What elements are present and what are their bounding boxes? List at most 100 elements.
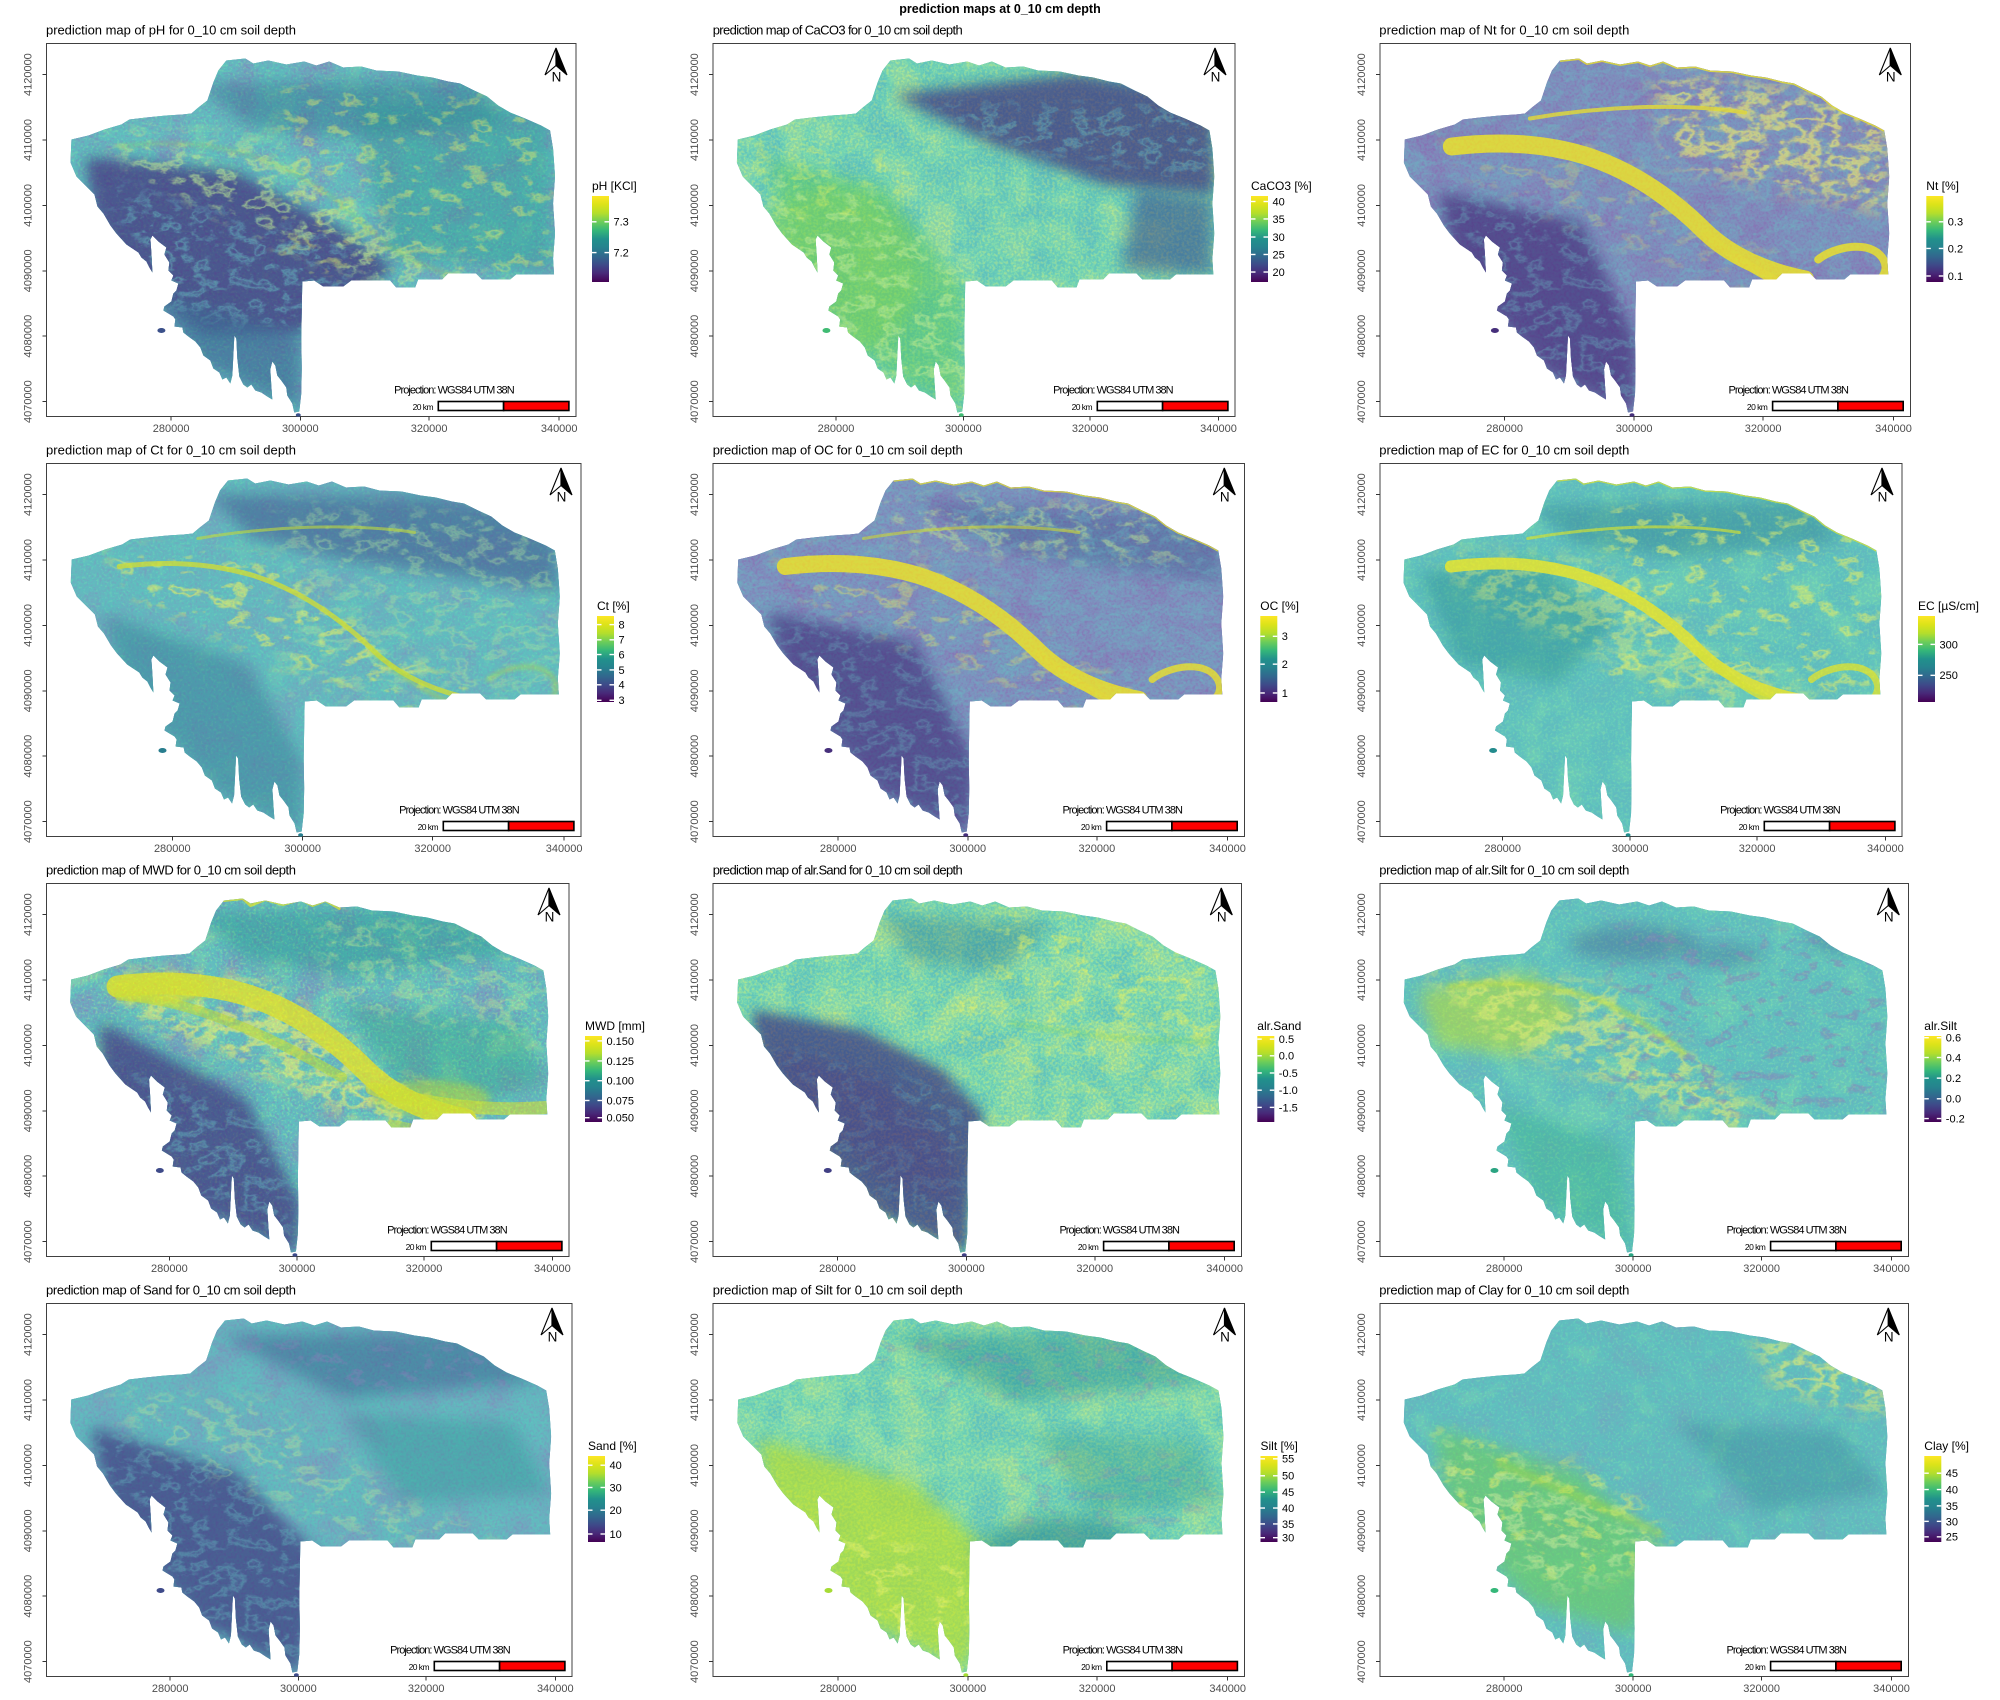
svg-text:320000: 320000 <box>1745 423 1782 435</box>
svg-text:EC [µS/cm]: EC [µS/cm] <box>1918 599 1979 613</box>
svg-text:-0.5: -0.5 <box>1279 1068 1298 1080</box>
svg-text:N: N <box>1884 910 1894 925</box>
svg-text:280000: 280000 <box>1486 1683 1523 1695</box>
svg-text:4110000: 4110000 <box>23 539 35 581</box>
svg-text:5: 5 <box>619 665 625 677</box>
svg-text:320000: 320000 <box>1076 1263 1113 1275</box>
svg-text:20 km: 20 km <box>1078 1242 1099 1252</box>
svg-text:prediction maps at 0_10 cm dep: prediction maps at 0_10 cm depth <box>899 2 1100 16</box>
svg-text:2: 2 <box>1282 659 1288 671</box>
svg-text:0.3: 0.3 <box>1948 217 1963 229</box>
svg-text:340000: 340000 <box>1209 843 1246 855</box>
svg-text:280000: 280000 <box>820 1683 857 1695</box>
svg-text:N: N <box>1211 70 1221 85</box>
svg-text:4100000: 4100000 <box>1356 1024 1368 1067</box>
svg-text:20 km: 20 km <box>1081 1662 1102 1672</box>
svg-text:4120000: 4120000 <box>23 1313 35 1356</box>
svg-text:prediction map of Silt for 0_1: prediction map of Silt for 0_10 cm soil … <box>713 1283 963 1298</box>
svg-text:4110000: 4110000 <box>689 1379 701 1421</box>
svg-text:N: N <box>548 1330 558 1345</box>
svg-text:4080000: 4080000 <box>1356 1575 1368 1618</box>
svg-text:4110000: 4110000 <box>1356 959 1368 1001</box>
svg-text:250: 250 <box>1940 670 1958 682</box>
svg-text:prediction map of pH for 0_10: prediction map of pH for 0_10 cm soil de… <box>46 23 296 38</box>
svg-text:4080000: 4080000 <box>23 735 35 778</box>
svg-text:320000: 320000 <box>1739 843 1776 855</box>
svg-text:prediction map of Sand for 0_1: prediction map of Sand for 0_10 cm soil … <box>46 1283 296 1298</box>
svg-text:N: N <box>1884 1330 1894 1345</box>
svg-text:-0.2: -0.2 <box>1946 1113 1965 1125</box>
svg-text:340000: 340000 <box>1200 423 1237 435</box>
svg-text:20 km: 20 km <box>418 822 439 832</box>
svg-text:0.0: 0.0 <box>1946 1094 1961 1106</box>
svg-text:4090000: 4090000 <box>23 249 35 292</box>
svg-text:N: N <box>1878 490 1888 505</box>
svg-text:340000: 340000 <box>534 1263 571 1275</box>
svg-text:3: 3 <box>1282 631 1288 643</box>
svg-text:4100000: 4100000 <box>23 1024 35 1067</box>
svg-text:4110000: 4110000 <box>23 119 35 161</box>
svg-text:Projection: WGS84 UTM 38N: Projection: WGS84 UTM 38N <box>1059 1225 1180 1237</box>
svg-text:300000: 300000 <box>282 423 319 435</box>
svg-text:OC [%]: OC [%] <box>1260 599 1299 613</box>
svg-text:N: N <box>552 70 562 85</box>
svg-text:4090000: 4090000 <box>1356 1089 1368 1132</box>
svg-text:35: 35 <box>1282 1519 1294 1531</box>
svg-text:N: N <box>1220 1330 1230 1345</box>
svg-text:320000: 320000 <box>1743 1683 1780 1695</box>
svg-text:280000: 280000 <box>1486 423 1523 435</box>
svg-text:0.1: 0.1 <box>1948 271 1963 283</box>
svg-text:280000: 280000 <box>820 843 857 855</box>
svg-text:Projection: WGS84 UTM 38N: Projection: WGS84 UTM 38N <box>1053 385 1174 397</box>
svg-text:300000: 300000 <box>949 843 986 855</box>
svg-text:25: 25 <box>1273 249 1285 261</box>
svg-text:4100000: 4100000 <box>1356 604 1368 647</box>
svg-text:4090000: 4090000 <box>689 669 701 712</box>
svg-text:4080000: 4080000 <box>1356 1155 1368 1198</box>
svg-text:-1.0: -1.0 <box>1279 1085 1298 1097</box>
svg-text:0.0: 0.0 <box>1279 1051 1294 1063</box>
svg-text:300000: 300000 <box>279 1263 316 1275</box>
svg-text:4080000: 4080000 <box>23 315 35 358</box>
svg-text:pH [KCl]: pH [KCl] <box>592 179 637 193</box>
svg-text:7.3: 7.3 <box>614 217 629 229</box>
svg-text:320000: 320000 <box>1743 1263 1780 1275</box>
svg-text:340000: 340000 <box>537 1683 574 1695</box>
svg-text:4120000: 4120000 <box>23 473 35 516</box>
svg-text:4080000: 4080000 <box>689 315 701 358</box>
svg-text:10: 10 <box>610 1529 622 1541</box>
svg-text:0.125: 0.125 <box>607 1056 635 1068</box>
svg-text:N: N <box>1886 70 1896 85</box>
svg-text:4070000: 4070000 <box>1356 1220 1368 1263</box>
svg-text:1: 1 <box>1282 688 1288 700</box>
svg-text:0.100: 0.100 <box>607 1076 635 1088</box>
svg-text:Silt [%]: Silt [%] <box>1261 1439 1298 1453</box>
svg-text:4120000: 4120000 <box>689 53 701 96</box>
svg-text:4070000: 4070000 <box>689 800 701 843</box>
svg-text:prediction map of OC for 0_10: prediction map of OC for 0_10 cm soil de… <box>713 443 963 458</box>
svg-text:4070000: 4070000 <box>23 800 35 843</box>
svg-text:300000: 300000 <box>950 1683 987 1695</box>
svg-text:4080000: 4080000 <box>689 1575 701 1618</box>
svg-text:280000: 280000 <box>1484 843 1521 855</box>
svg-text:0.2: 0.2 <box>1948 243 1963 255</box>
svg-text:Projection: WGS84 UTM 38N: Projection: WGS84 UTM 38N <box>387 1225 508 1237</box>
svg-text:4080000: 4080000 <box>23 1155 35 1198</box>
svg-text:N: N <box>1220 490 1230 505</box>
svg-text:4100000: 4100000 <box>1356 1444 1368 1487</box>
svg-text:4120000: 4120000 <box>1356 53 1368 96</box>
svg-text:prediction map of Ct for 0_10: prediction map of Ct for 0_10 cm soil de… <box>46 443 296 458</box>
svg-text:0.2: 0.2 <box>1946 1073 1961 1085</box>
svg-text:4070000: 4070000 <box>689 1220 701 1263</box>
svg-text:20 km: 20 km <box>1745 1662 1766 1672</box>
svg-text:4080000: 4080000 <box>689 1155 701 1198</box>
svg-text:Projection: WGS84 UTM 38N: Projection: WGS84 UTM 38N <box>1720 805 1841 817</box>
svg-text:0.050: 0.050 <box>607 1113 635 1125</box>
svg-text:4120000: 4120000 <box>689 473 701 516</box>
svg-text:340000: 340000 <box>1867 843 1904 855</box>
svg-text:4120000: 4120000 <box>1356 473 1368 516</box>
svg-text:20: 20 <box>1273 267 1285 279</box>
svg-text:4100000: 4100000 <box>1356 184 1368 227</box>
svg-text:320000: 320000 <box>411 423 448 435</box>
svg-text:Projection: WGS84 UTM 38N: Projection: WGS84 UTM 38N <box>1063 1645 1184 1657</box>
